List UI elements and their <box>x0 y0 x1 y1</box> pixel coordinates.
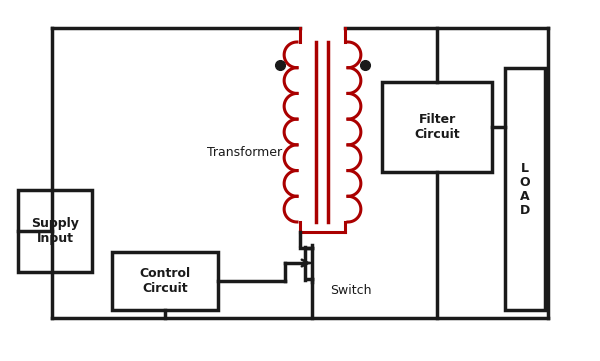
Text: Switch: Switch <box>330 283 371 296</box>
FancyBboxPatch shape <box>382 82 492 172</box>
Text: Transformer: Transformer <box>208 145 283 158</box>
Text: Filter
Circuit: Filter Circuit <box>414 113 460 141</box>
Text: Supply
Input: Supply Input <box>31 217 79 245</box>
FancyBboxPatch shape <box>18 190 92 272</box>
Text: Control
Circuit: Control Circuit <box>139 267 191 295</box>
FancyBboxPatch shape <box>505 68 545 310</box>
FancyBboxPatch shape <box>112 252 218 310</box>
Text: L
O
A
D: L O A D <box>520 161 530 217</box>
